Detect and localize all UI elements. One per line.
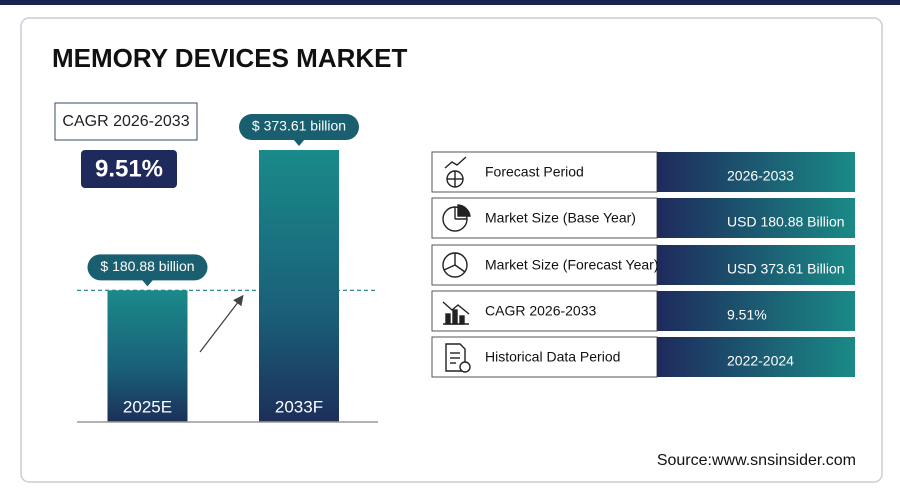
bar	[107, 290, 188, 422]
row-value: USD 180.88 Billion	[727, 214, 845, 230]
category-label: 2033F	[275, 397, 323, 416]
cagr-value: 9.51%	[95, 155, 163, 182]
value-label: $ 180.88 billion	[100, 258, 194, 274]
bar-chart: 2025E $ 180.88 billion 2033F $ 373.61 billi…	[77, 114, 378, 422]
row-label: CAGR 2026-2033	[485, 303, 597, 319]
label-pointer	[293, 139, 305, 146]
bar	[259, 150, 339, 422]
row-left-cell	[431, 151, 658, 193]
row-label: Forecast Period	[485, 164, 584, 180]
summary-table: Forecast Period 2026-2033 Market Size (Bas…	[431, 151, 855, 378]
row-label: Market Size (Forecast Year)	[485, 257, 659, 273]
row-value: 9.51%	[727, 307, 767, 323]
row-left-cell	[431, 244, 658, 286]
row-right-cell	[657, 337, 855, 377]
icons	[442, 156, 471, 373]
value-label-pill	[239, 114, 359, 140]
forecast-icon	[444, 156, 467, 188]
title: MEMORY DEVICES MARKET	[52, 43, 407, 73]
value-label: $ 373.61 billion	[252, 118, 346, 134]
row-left-cell	[431, 290, 658, 332]
cagr-icon	[442, 301, 470, 325]
row-value: 2022-2024	[727, 353, 794, 369]
pie-icon	[442, 204, 471, 232]
row-value: 2026-2033	[727, 168, 794, 184]
label-pointer	[141, 279, 154, 287]
cagr-label: CAGR 2026-2033	[62, 113, 189, 130]
row-right-cell	[657, 245, 855, 285]
top-border	[0, 0, 900, 5]
row-right-cell	[657, 198, 855, 238]
row-right-cell	[657, 152, 855, 192]
cagr-value-box	[81, 150, 177, 188]
row-value: USD 373.61 Billion	[727, 261, 845, 277]
row-left-cell	[431, 197, 658, 239]
value-label-pill	[87, 254, 208, 281]
row-label: Historical Data Period	[485, 349, 620, 365]
growth-arrow	[199, 294, 244, 353]
pie-icon-2	[442, 252, 468, 278]
cagr-label-box	[54, 102, 198, 141]
source: Source:www.snsinsider.com	[657, 452, 856, 469]
row-label: Market Size (Base Year)	[485, 210, 636, 226]
document-icon	[445, 343, 471, 373]
row-right-cell	[657, 291, 855, 331]
category-label: 2025E	[123, 397, 172, 416]
